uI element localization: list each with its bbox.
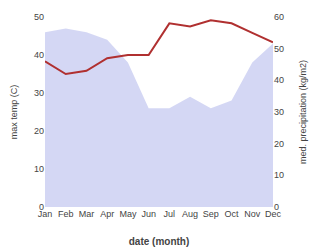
- svg-text:10: 10: [34, 164, 44, 174]
- svg-text:Mar: Mar: [79, 209, 95, 219]
- svg-text:med. precipitation (kg/m2): med. precipitation (kg/m2): [298, 60, 308, 164]
- svg-text:Aug: Aug: [182, 209, 198, 219]
- svg-text:30: 30: [274, 107, 284, 117]
- svg-text:0: 0: [39, 202, 44, 212]
- svg-text:Jul: Jul: [164, 209, 176, 219]
- svg-text:Jan: Jan: [38, 209, 53, 219]
- svg-text:20: 20: [34, 126, 44, 136]
- svg-text:30: 30: [34, 88, 44, 98]
- svg-text:Sep: Sep: [203, 209, 219, 219]
- svg-text:May: May: [119, 209, 137, 219]
- svg-text:40: 40: [34, 50, 44, 60]
- svg-text:10: 10: [274, 170, 284, 180]
- svg-text:date (month): date (month): [129, 236, 190, 247]
- svg-text:50: 50: [34, 12, 44, 22]
- svg-text:Nov: Nov: [244, 209, 261, 219]
- svg-text:Dec: Dec: [265, 209, 282, 219]
- svg-text:max temp (C): max temp (C): [9, 85, 19, 140]
- svg-text:Oct: Oct: [225, 209, 240, 219]
- svg-text:Apr: Apr: [100, 209, 114, 219]
- svg-text:20: 20: [274, 139, 284, 149]
- svg-text:60: 60: [274, 12, 284, 22]
- svg-text:40: 40: [274, 75, 284, 85]
- svg-text:Feb: Feb: [58, 209, 74, 219]
- svg-text:50: 50: [274, 44, 284, 54]
- svg-text:Jun: Jun: [141, 209, 156, 219]
- svg-text:0: 0: [274, 202, 279, 212]
